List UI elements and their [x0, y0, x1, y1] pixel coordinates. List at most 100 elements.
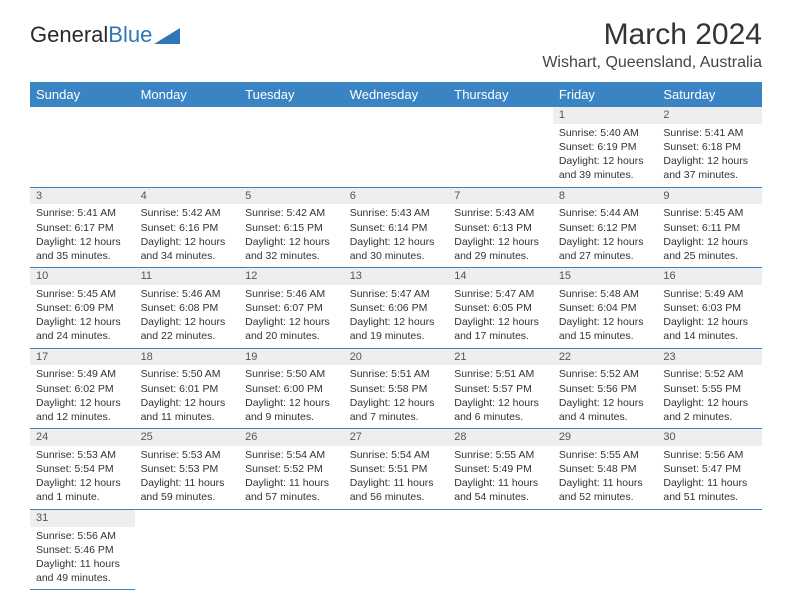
- sunrise-text: Sunrise: 5:56 AM: [36, 529, 129, 543]
- daylight-text: and 22 minutes.: [141, 329, 234, 343]
- sunrise-text: Sunrise: 5:52 AM: [663, 367, 756, 381]
- day-info: Sunrise: 5:43 AMSunset: 6:13 PMDaylight:…: [448, 204, 553, 267]
- day-info: Sunrise: 5:51 AMSunset: 5:58 PMDaylight:…: [344, 365, 449, 428]
- sunset-text: Sunset: 5:53 PM: [141, 462, 234, 476]
- calendar-cell: 9Sunrise: 5:45 AMSunset: 6:11 PMDaylight…: [657, 187, 762, 268]
- day-info: Sunrise: 5:56 AMSunset: 5:46 PMDaylight:…: [30, 527, 135, 590]
- day-number: 17: [30, 349, 135, 366]
- daylight-text: and 34 minutes.: [141, 249, 234, 263]
- day-info: Sunrise: 5:53 AMSunset: 5:53 PMDaylight:…: [135, 446, 240, 509]
- daylight-text: Daylight: 11 hours: [350, 476, 443, 490]
- calendar-cell: [135, 509, 240, 590]
- day-info: Sunrise: 5:51 AMSunset: 5:57 PMDaylight:…: [448, 365, 553, 428]
- page-title: March 2024: [542, 18, 762, 52]
- calendar-body: 1Sunrise: 5:40 AMSunset: 6:19 PMDaylight…: [30, 107, 762, 590]
- calendar-row: 3Sunrise: 5:41 AMSunset: 6:17 PMDaylight…: [30, 187, 762, 268]
- daylight-text: and 2 minutes.: [663, 410, 756, 424]
- sunset-text: Sunset: 6:00 PM: [245, 382, 338, 396]
- day-info: Sunrise: 5:40 AMSunset: 6:19 PMDaylight:…: [553, 124, 658, 187]
- calendar-cell: 25Sunrise: 5:53 AMSunset: 5:53 PMDayligh…: [135, 429, 240, 510]
- daylight-text: Daylight: 12 hours: [454, 396, 547, 410]
- sunrise-text: Sunrise: 5:53 AM: [36, 448, 129, 462]
- calendar-cell: 13Sunrise: 5:47 AMSunset: 6:06 PMDayligh…: [344, 268, 449, 349]
- day-number: 29: [553, 429, 658, 446]
- day-info: Sunrise: 5:43 AMSunset: 6:14 PMDaylight:…: [344, 204, 449, 267]
- daylight-text: and 59 minutes.: [141, 490, 234, 504]
- day-info: Sunrise: 5:47 AMSunset: 6:05 PMDaylight:…: [448, 285, 553, 348]
- sunset-text: Sunset: 6:07 PM: [245, 301, 338, 315]
- daylight-text: Daylight: 12 hours: [36, 315, 129, 329]
- calendar-cell: 29Sunrise: 5:55 AMSunset: 5:48 PMDayligh…: [553, 429, 658, 510]
- calendar-cell: 8Sunrise: 5:44 AMSunset: 6:12 PMDaylight…: [553, 187, 658, 268]
- weekday-header-row: Sunday Monday Tuesday Wednesday Thursday…: [30, 82, 762, 107]
- logo-text-blue: Blue: [108, 22, 152, 48]
- day-info: Sunrise: 5:47 AMSunset: 6:06 PMDaylight:…: [344, 285, 449, 348]
- day-info: Sunrise: 5:42 AMSunset: 6:15 PMDaylight:…: [239, 204, 344, 267]
- calendar-cell: 24Sunrise: 5:53 AMSunset: 5:54 PMDayligh…: [30, 429, 135, 510]
- sunrise-text: Sunrise: 5:40 AM: [559, 126, 652, 140]
- calendar-cell: [239, 509, 344, 590]
- day-number: 10: [30, 268, 135, 285]
- sunrise-text: Sunrise: 5:48 AM: [559, 287, 652, 301]
- sunrise-text: Sunrise: 5:42 AM: [245, 206, 338, 220]
- daylight-text: Daylight: 12 hours: [559, 315, 652, 329]
- weekday-header: Friday: [553, 82, 658, 107]
- sunrise-text: Sunrise: 5:50 AM: [141, 367, 234, 381]
- daylight-text: Daylight: 12 hours: [559, 396, 652, 410]
- day-number: 3: [30, 188, 135, 205]
- calendar-cell: 12Sunrise: 5:46 AMSunset: 6:07 PMDayligh…: [239, 268, 344, 349]
- daylight-text: and 24 minutes.: [36, 329, 129, 343]
- day-number: 12: [239, 268, 344, 285]
- calendar-cell: 15Sunrise: 5:48 AMSunset: 6:04 PMDayligh…: [553, 268, 658, 349]
- day-info: Sunrise: 5:55 AMSunset: 5:49 PMDaylight:…: [448, 446, 553, 509]
- daylight-text: and 1 minute.: [36, 490, 129, 504]
- calendar-cell: 21Sunrise: 5:51 AMSunset: 5:57 PMDayligh…: [448, 348, 553, 429]
- daylight-text: Daylight: 11 hours: [663, 476, 756, 490]
- calendar-table: Sunday Monday Tuesday Wednesday Thursday…: [30, 82, 762, 590]
- calendar-cell: 18Sunrise: 5:50 AMSunset: 6:01 PMDayligh…: [135, 348, 240, 429]
- sunrise-text: Sunrise: 5:45 AM: [36, 287, 129, 301]
- sunrise-text: Sunrise: 5:46 AM: [245, 287, 338, 301]
- daylight-text: Daylight: 12 hours: [454, 315, 547, 329]
- daylight-text: Daylight: 12 hours: [245, 235, 338, 249]
- daylight-text: and 11 minutes.: [141, 410, 234, 424]
- daylight-text: Daylight: 12 hours: [559, 154, 652, 168]
- daylight-text: and 30 minutes.: [350, 249, 443, 263]
- daylight-text: Daylight: 12 hours: [350, 315, 443, 329]
- calendar-cell: 28Sunrise: 5:55 AMSunset: 5:49 PMDayligh…: [448, 429, 553, 510]
- day-info: Sunrise: 5:50 AMSunset: 6:00 PMDaylight:…: [239, 365, 344, 428]
- day-info: Sunrise: 5:49 AMSunset: 6:03 PMDaylight:…: [657, 285, 762, 348]
- calendar-cell: 27Sunrise: 5:54 AMSunset: 5:51 PMDayligh…: [344, 429, 449, 510]
- daylight-text: and 9 minutes.: [245, 410, 338, 424]
- weekday-header: Sunday: [30, 82, 135, 107]
- sunset-text: Sunset: 6:09 PM: [36, 301, 129, 315]
- calendar-cell: 3Sunrise: 5:41 AMSunset: 6:17 PMDaylight…: [30, 187, 135, 268]
- daylight-text: and 12 minutes.: [36, 410, 129, 424]
- calendar-cell: [344, 107, 449, 187]
- daylight-text: and 52 minutes.: [559, 490, 652, 504]
- calendar-cell: 7Sunrise: 5:43 AMSunset: 6:13 PMDaylight…: [448, 187, 553, 268]
- sunrise-text: Sunrise: 5:49 AM: [36, 367, 129, 381]
- day-number: 18: [135, 349, 240, 366]
- daylight-text: and 4 minutes.: [559, 410, 652, 424]
- daylight-text: Daylight: 12 hours: [36, 476, 129, 490]
- day-number: 28: [448, 429, 553, 446]
- day-info: Sunrise: 5:53 AMSunset: 5:54 PMDaylight:…: [30, 446, 135, 509]
- day-number: 4: [135, 188, 240, 205]
- calendar-cell: [344, 509, 449, 590]
- daylight-text: and 51 minutes.: [663, 490, 756, 504]
- calendar-cell: 30Sunrise: 5:56 AMSunset: 5:47 PMDayligh…: [657, 429, 762, 510]
- sunset-text: Sunset: 5:54 PM: [36, 462, 129, 476]
- sunrise-text: Sunrise: 5:51 AM: [454, 367, 547, 381]
- day-info: Sunrise: 5:44 AMSunset: 6:12 PMDaylight:…: [553, 204, 658, 267]
- daylight-text: Daylight: 11 hours: [36, 557, 129, 571]
- day-info: Sunrise: 5:42 AMSunset: 6:16 PMDaylight:…: [135, 204, 240, 267]
- sunset-text: Sunset: 6:04 PM: [559, 301, 652, 315]
- daylight-text: Daylight: 11 hours: [559, 476, 652, 490]
- daylight-text: and 57 minutes.: [245, 490, 338, 504]
- sunrise-text: Sunrise: 5:41 AM: [663, 126, 756, 140]
- calendar-cell: 20Sunrise: 5:51 AMSunset: 5:58 PMDayligh…: [344, 348, 449, 429]
- daylight-text: and 27 minutes.: [559, 249, 652, 263]
- daylight-text: and 25 minutes.: [663, 249, 756, 263]
- header: GeneralBlue March 2024 Wishart, Queensla…: [30, 18, 762, 72]
